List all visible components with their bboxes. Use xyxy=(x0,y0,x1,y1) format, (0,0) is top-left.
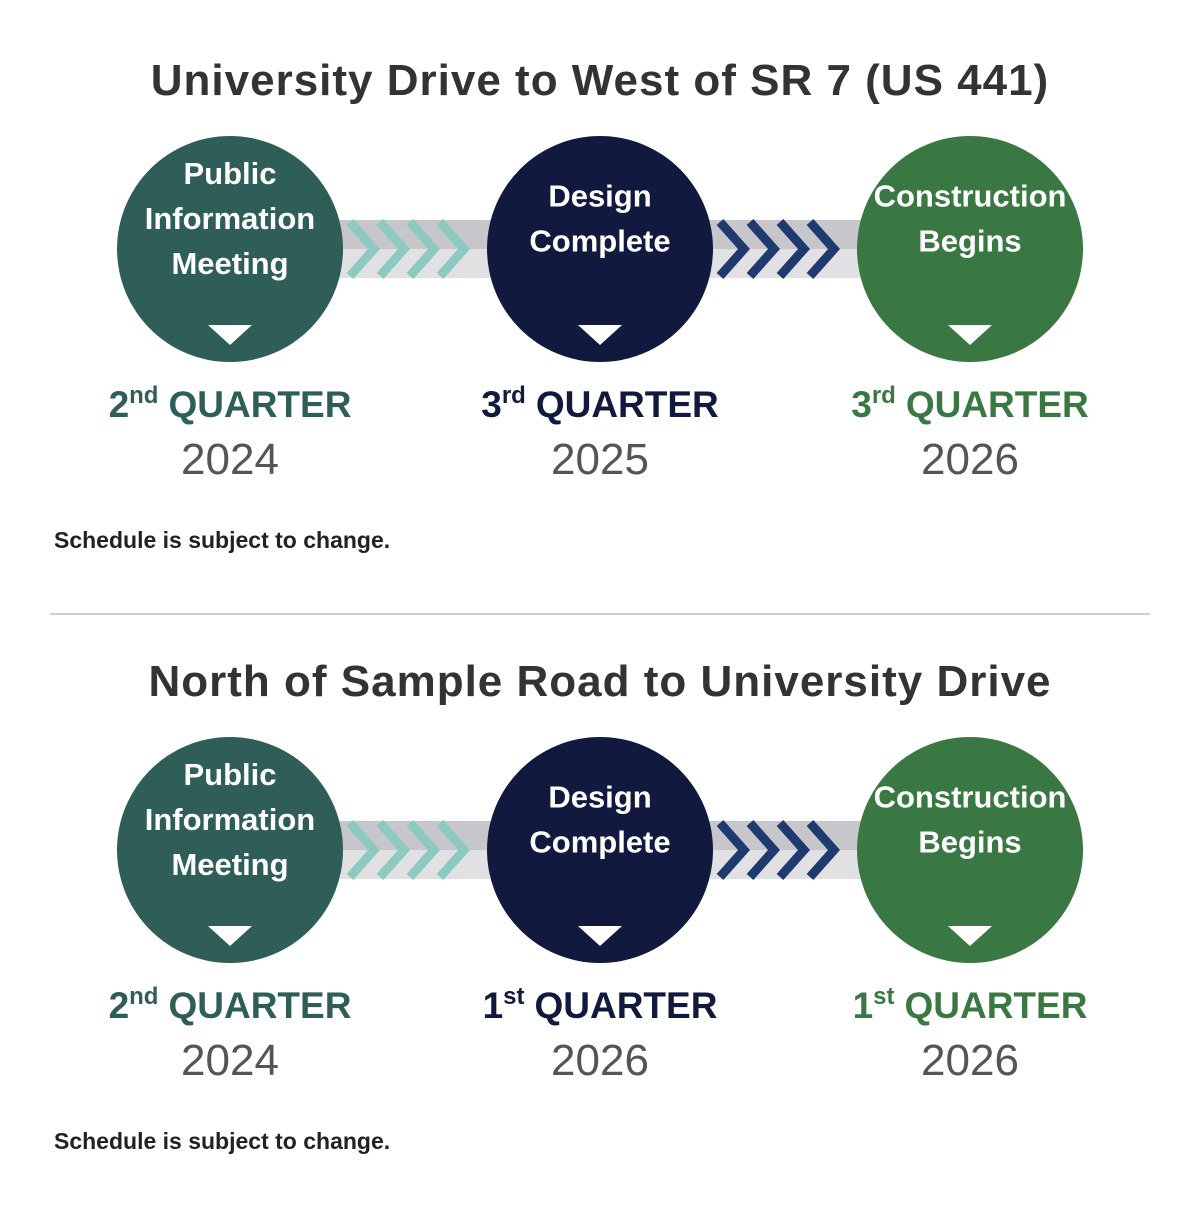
quarter-ordinal: 2 xyxy=(109,384,130,425)
stage-circle xyxy=(857,136,1083,362)
stage-label: Information xyxy=(145,802,316,837)
stage-year: 2024 xyxy=(181,435,279,484)
stage-quarter: 2nd QUARTER xyxy=(109,382,352,425)
stage-label: Design xyxy=(548,179,651,214)
chevron xyxy=(406,820,441,880)
stage-quarter: 2nd QUARTER xyxy=(109,983,352,1026)
quarter-suffix: st xyxy=(503,983,524,1010)
chevron xyxy=(376,820,411,880)
stage-label: Construction xyxy=(874,780,1067,815)
chevron xyxy=(806,820,841,880)
schedule-note: Schedule is subject to change. xyxy=(54,1128,390,1154)
quarter-word: QUARTER xyxy=(536,384,719,425)
quarter-word: QUARTER xyxy=(534,985,717,1026)
stage-quarter: 1st QUARTER xyxy=(853,983,1088,1026)
quarter-suffix: rd xyxy=(872,382,896,409)
chevron xyxy=(346,219,381,279)
stage-label: Construction xyxy=(874,179,1067,214)
stage-year: 2024 xyxy=(181,1036,279,1085)
stage-year: 2026 xyxy=(551,1036,649,1085)
quarter-ordinal: 1 xyxy=(853,985,874,1026)
stage-circle xyxy=(117,136,343,362)
chevron xyxy=(776,219,811,279)
chevron xyxy=(806,219,841,279)
stage-quarter: 3rd QUARTER xyxy=(851,382,1089,425)
stage-label: Begins xyxy=(918,825,1021,860)
quarter-suffix: rd xyxy=(502,382,526,409)
schedule-note: Schedule is subject to change. xyxy=(54,527,390,553)
stage-label: Begins xyxy=(918,224,1021,259)
stage-year: 2025 xyxy=(551,435,649,484)
stage-label: Complete xyxy=(529,224,670,259)
quarter-word: QUARTER xyxy=(906,384,1089,425)
quarter-ordinal: 1 xyxy=(483,985,504,1026)
stage-year: 2026 xyxy=(921,1036,1019,1085)
stage-pointer xyxy=(948,325,992,345)
quarter-word: QUARTER xyxy=(168,985,351,1026)
stage-label: Information xyxy=(145,201,316,236)
chevron xyxy=(776,820,811,880)
stage-pointer xyxy=(208,926,252,946)
quarter-ordinal: 3 xyxy=(851,384,872,425)
stage-pointer xyxy=(578,325,622,345)
quarter-word: QUARTER xyxy=(904,985,1087,1026)
stage-circle xyxy=(487,136,713,362)
chevron xyxy=(746,219,781,279)
quarter-suffix: nd xyxy=(129,382,158,409)
chevron xyxy=(716,820,751,880)
timeline-section: University Drive to West of SR 7 (US 441… xyxy=(54,56,1089,553)
stage-pointer xyxy=(208,325,252,345)
chevron xyxy=(346,820,381,880)
stage-circle xyxy=(857,737,1083,963)
stage-quarter: 3rd QUARTER xyxy=(481,382,719,425)
stage-label: Meeting xyxy=(171,246,288,281)
timeline-section: North of Sample Road to University Drive… xyxy=(54,657,1087,1154)
stage-quarter: 1st QUARTER xyxy=(483,983,718,1026)
chevron xyxy=(436,219,471,279)
stage-year: 2026 xyxy=(921,435,1019,484)
quarter-suffix: nd xyxy=(129,983,158,1010)
quarter-ordinal: 2 xyxy=(109,985,130,1026)
stage-label: Public xyxy=(183,757,276,792)
section-title: North of Sample Road to University Drive xyxy=(148,657,1051,706)
quarter-suffix: st xyxy=(873,983,894,1010)
chevron xyxy=(716,219,751,279)
stage-label: Complete xyxy=(529,825,670,860)
section-title: University Drive to West of SR 7 (US 441… xyxy=(151,56,1049,105)
stage-circle xyxy=(117,737,343,963)
chevron xyxy=(436,820,471,880)
stage-pointer xyxy=(578,926,622,946)
chevron xyxy=(406,219,441,279)
chevron xyxy=(746,820,781,880)
quarter-ordinal: 3 xyxy=(481,384,502,425)
chevron xyxy=(376,219,411,279)
stage-label: Meeting xyxy=(171,847,288,882)
quarter-word: QUARTER xyxy=(168,384,351,425)
stage-label: Design xyxy=(548,780,651,815)
stage-circle xyxy=(487,737,713,963)
stage-pointer xyxy=(948,926,992,946)
stage-label: Public xyxy=(183,156,276,191)
